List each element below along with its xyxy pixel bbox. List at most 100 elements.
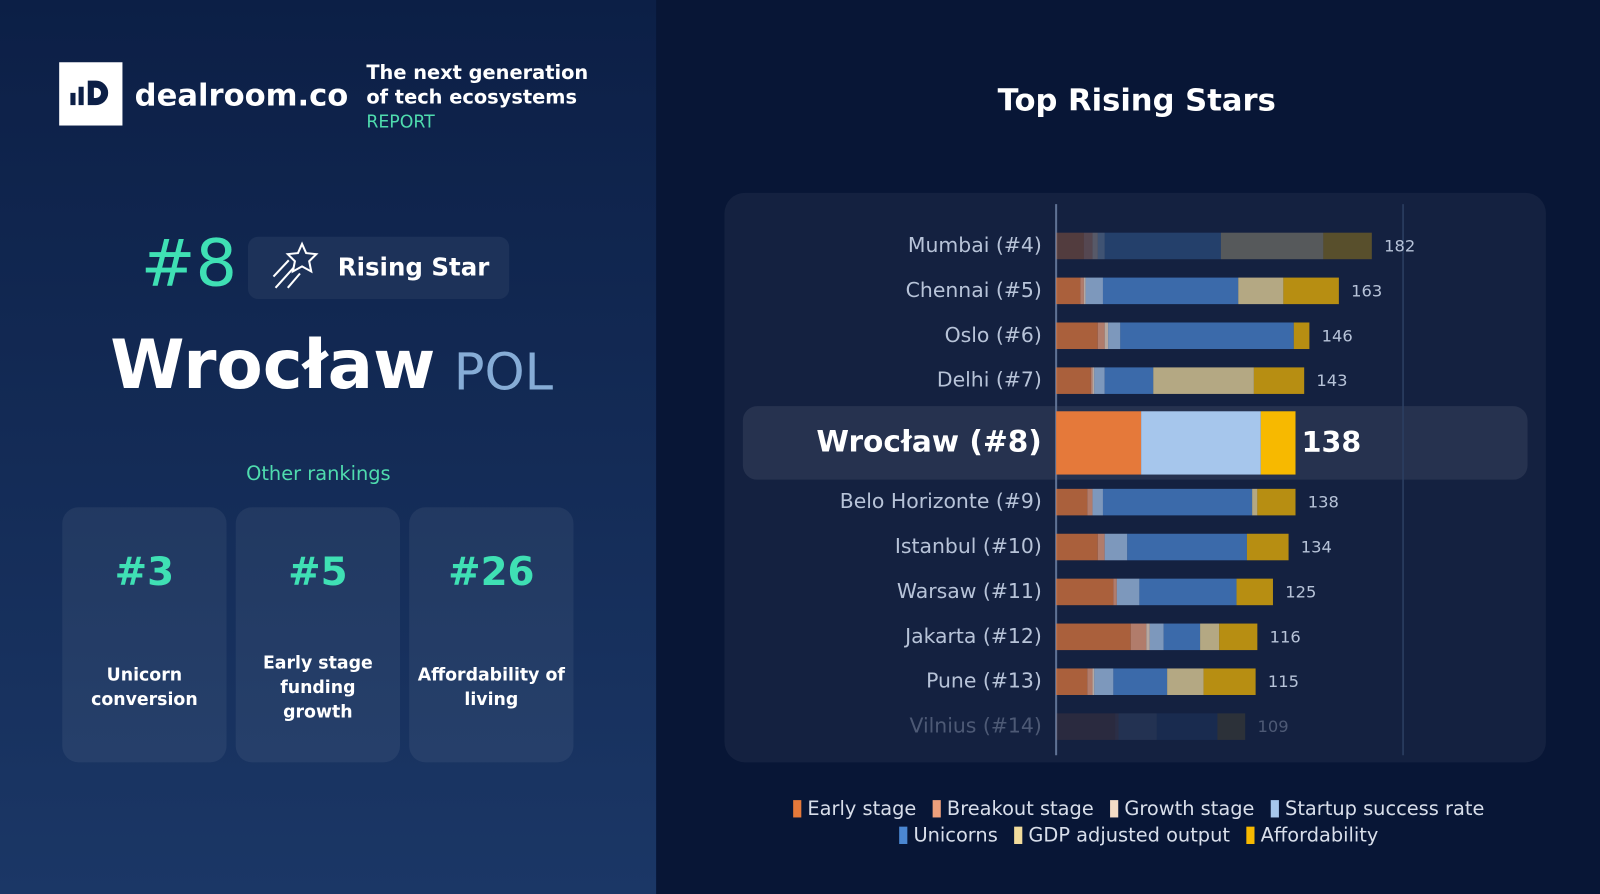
bar-segment — [1253, 367, 1305, 394]
legend-swatch — [1014, 826, 1023, 844]
bar-segment — [1108, 322, 1121, 350]
total-label: 143 — [1316, 371, 1347, 390]
legend-label: Early stage — [807, 797, 916, 820]
chart-panel — [724, 192, 1546, 763]
total-label: 109 — [1257, 717, 1288, 736]
bar-segment — [1238, 277, 1284, 305]
bar-segment — [1246, 533, 1289, 561]
bar-segment — [1083, 277, 1086, 305]
bar-segment — [1156, 713, 1218, 740]
bar-segment — [1217, 713, 1246, 740]
bar-segment — [1257, 488, 1296, 516]
bar-segment — [1094, 367, 1105, 394]
bar-segment — [1102, 277, 1239, 305]
ranking-label: Unicorn — [107, 666, 182, 686]
bar-segment — [1219, 623, 1258, 651]
ranking-rank: #26 — [448, 550, 534, 595]
bar-segment — [1203, 668, 1256, 695]
bar-row: Wrocław (#8) 138 — [816, 411, 1362, 475]
total-label: 138 — [1308, 493, 1339, 512]
category-label: Vilnius (#14) — [909, 714, 1041, 738]
report-tag: REPORT — [366, 112, 435, 132]
legend-label: Affordability — [1261, 823, 1379, 846]
category-label: Jakarta (#12) — [903, 624, 1042, 648]
city-rank: #8 — [141, 225, 237, 301]
bar-segment — [1116, 578, 1140, 606]
bar-segment — [1056, 488, 1088, 516]
bar-segment — [1113, 668, 1168, 695]
legend-label: Unicorns — [913, 823, 997, 846]
ranking-card — [235, 507, 400, 763]
bar-segment — [1236, 578, 1273, 606]
category-label: Chennai (#5) — [906, 278, 1042, 302]
bar-segment — [1163, 623, 1201, 651]
bar-segment — [1092, 232, 1098, 260]
legend-swatch — [793, 800, 802, 818]
bar-segment — [1153, 367, 1254, 394]
city-name: Wrocław — [110, 325, 435, 404]
bar-segment — [1104, 322, 1109, 350]
bar-row: Vilnius (#14) 109 — [909, 713, 1289, 740]
bar-segment — [1094, 668, 1114, 695]
bar-segment — [1056, 623, 1131, 651]
logo-icon — [70, 92, 76, 106]
bar-segment — [1115, 713, 1119, 740]
bar-segment — [1083, 232, 1093, 260]
category-label: Wrocław (#8) — [816, 424, 1042, 458]
legend-label: Breakout stage — [947, 797, 1094, 820]
bar-segment — [1200, 623, 1220, 651]
ranking-card — [409, 507, 574, 763]
bar-row: Istanbul (#10) 134 — [895, 533, 1332, 561]
total-label: 146 — [1322, 326, 1353, 345]
bar-segment — [1092, 668, 1095, 695]
other-rankings-title: Other rankings — [246, 462, 391, 485]
bar-segment — [1087, 488, 1093, 516]
bar-segment — [1323, 232, 1372, 260]
bar-segment — [1102, 488, 1253, 516]
left-panel — [0, 0, 657, 894]
bar-segment — [1056, 322, 1098, 350]
category-label: Oslo (#6) — [945, 323, 1042, 347]
bar-segment — [1097, 322, 1105, 350]
tagline: The next generation — [366, 61, 588, 84]
bar-segment — [1092, 367, 1095, 394]
category-label: Mumbai (#4) — [908, 233, 1042, 257]
bar-segment — [1283, 277, 1339, 305]
total-label: 125 — [1285, 582, 1316, 601]
total-label: 115 — [1268, 672, 1299, 691]
total-label: 163 — [1351, 281, 1382, 300]
bar-segment — [1056, 533, 1098, 561]
total-label: 134 — [1301, 538, 1332, 557]
category-label: Delhi (#7) — [937, 368, 1042, 392]
category-label: Istanbul (#10) — [895, 534, 1042, 558]
legend-swatch — [1110, 800, 1119, 818]
logo-icon — [78, 86, 84, 106]
ranking-label: Early stage — [263, 653, 373, 673]
logo-icon — [87, 80, 109, 106]
bar-segment — [1090, 367, 1093, 394]
bar-segment — [1130, 623, 1147, 651]
category-label: Belo Horizonte (#9) — [840, 489, 1042, 513]
bar-segment — [1141, 411, 1261, 475]
bar-row: Oslo (#6) 146 — [945, 322, 1353, 350]
bar-segment — [1260, 411, 1296, 475]
bar-row: Pune (#13) 115 — [926, 668, 1299, 695]
badge-label: Rising Star — [338, 252, 490, 281]
ranking-rank: #3 — [115, 550, 174, 595]
bar-segment — [1113, 578, 1117, 606]
legend-label: GDP adjusted output — [1028, 823, 1230, 846]
brand: dealroom.co — [135, 78, 349, 113]
bar-row: Belo Horizonte (#9) 138 — [840, 488, 1339, 516]
bar-segment — [1085, 277, 1103, 305]
bar-row: Mumbai (#4) 182 — [908, 232, 1415, 260]
ranking-card — [62, 507, 227, 763]
ranking-label: funding — [280, 678, 355, 698]
total-label: 138 — [1302, 425, 1362, 459]
bar-segment — [1104, 367, 1154, 394]
badge — [247, 236, 510, 300]
bar-segment — [1056, 367, 1091, 394]
ranking-label: Affordability of — [418, 666, 566, 686]
bar-segment — [1097, 232, 1105, 260]
